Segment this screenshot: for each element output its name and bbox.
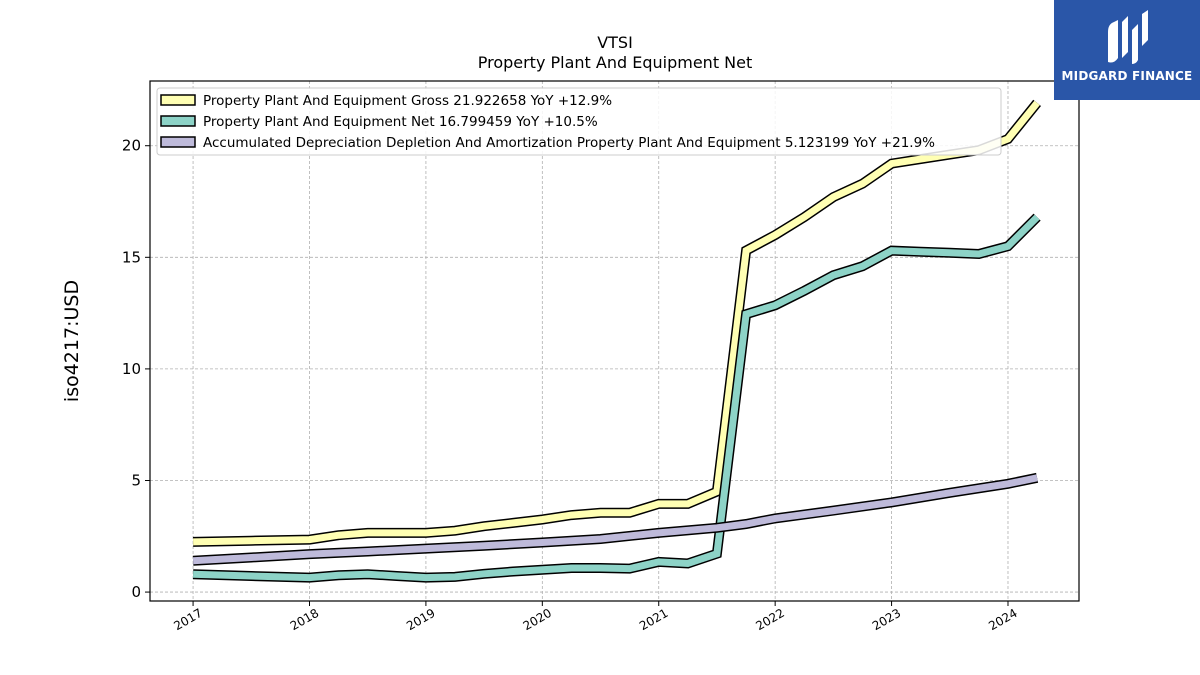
- legend-entry-0: Property Plant And Equipment Gross 21.92…: [203, 93, 612, 109]
- y-tick-label: 0: [131, 583, 141, 601]
- logo-text: MIDGARD FINANCE: [1061, 69, 1193, 83]
- series-line-outline-1: [192, 213, 1041, 583]
- x-tick-label: 2017: [171, 606, 204, 633]
- x-tick-label: 2020: [521, 606, 554, 633]
- series-line-outline-0: [192, 99, 1041, 547]
- y-tick-label: 10: [122, 360, 141, 378]
- legend-entry-1: Property Plant And Equipment Net 16.7994…: [203, 114, 598, 130]
- legend-swatch-2: [160, 136, 196, 148]
- series-line-0: [193, 100, 1040, 546]
- legend-swatch-1: [160, 115, 196, 127]
- midgard-logo-icon: [1108, 10, 1148, 64]
- plot-frame: [149, 80, 1080, 602]
- legend-entry-2: Accumulated Depreciation Depletion And A…: [203, 135, 935, 151]
- x-tick-label: 2024: [986, 606, 1019, 633]
- x-tick-label: 2018: [288, 606, 321, 633]
- y-tick-label: 15: [122, 248, 141, 266]
- y-tick-label: 20: [122, 137, 141, 155]
- series-line-2: [192, 474, 1038, 565]
- series-line-1: [192, 214, 1040, 582]
- midgard-finance-logo: MIDGARD FINANCE: [1054, 0, 1200, 100]
- legend: Property Plant And Equipment Gross 21.92…: [156, 87, 1002, 156]
- chart-subtitle: Property Plant And Equipment Net: [478, 53, 753, 72]
- chart-title: VTSI: [597, 33, 633, 52]
- series-line-outline-2: [192, 472, 1039, 566]
- series-lines: [192, 99, 1041, 583]
- x-tick-label: 2021: [637, 606, 670, 633]
- legend-box: [156, 87, 1002, 156]
- legend-swatch-0: [160, 94, 196, 106]
- x-tick-label: 2019: [404, 606, 437, 633]
- y-tick-label: 5: [131, 471, 141, 489]
- x-tick-label: 2023: [870, 606, 903, 633]
- y-axis-label: iso4217:USD: [61, 280, 83, 402]
- x-tick-label: 2022: [753, 606, 786, 633]
